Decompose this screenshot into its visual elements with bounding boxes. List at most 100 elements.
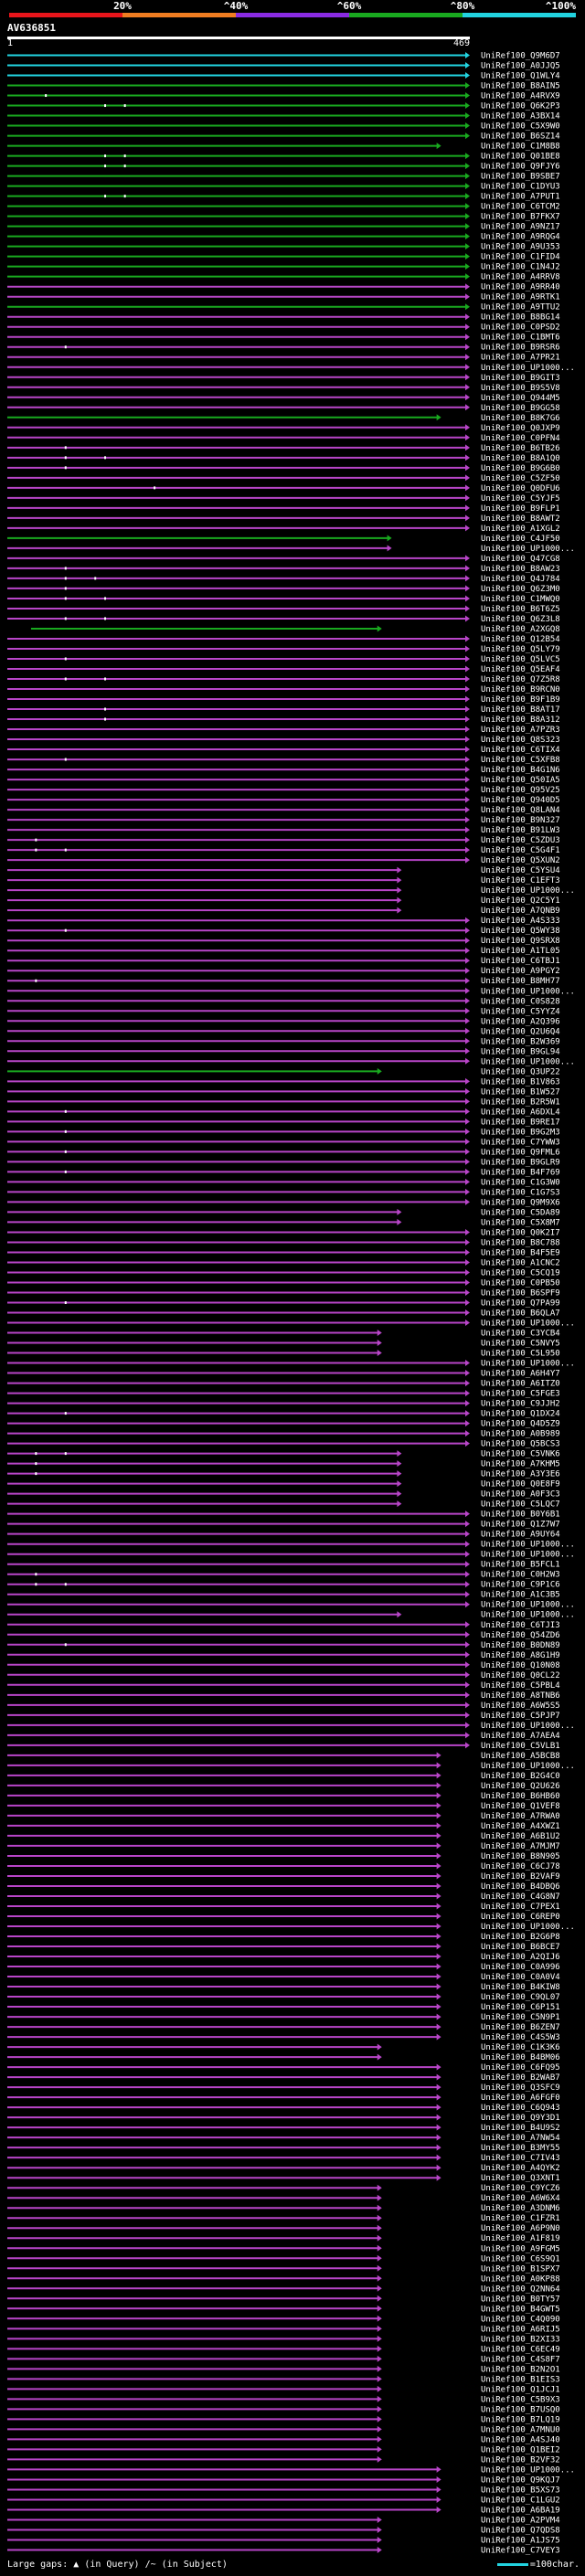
hit-id-label[interactable]: UniRef100_A3Y3E6 bbox=[481, 1470, 560, 1479]
hit-id-label[interactable]: UniRef100_C3YCB4 bbox=[481, 1330, 560, 1339]
hit-id-label[interactable]: UniRef100_B6HB60 bbox=[481, 1792, 560, 1801]
hit-id-label[interactable]: UniRef100_Q50IA5 bbox=[481, 776, 560, 785]
hit-id-label[interactable]: UniRef100_A3DNM6 bbox=[481, 2204, 560, 2213]
hit-id-label[interactable]: UniRef100_Q47CG8 bbox=[481, 555, 560, 564]
hit-id-label[interactable]: UniRef100_B9RE17 bbox=[481, 1118, 560, 1127]
hit-id-label[interactable]: UniRef100_B3MY55 bbox=[481, 2144, 560, 2153]
hit-id-label[interactable]: UniRef100_A2QIJ6 bbox=[481, 1953, 560, 1962]
hit-id-label[interactable]: UniRef100_C6Q943 bbox=[481, 2104, 560, 2113]
hit-id-label[interactable]: UniRef100_Q940D5 bbox=[481, 796, 560, 805]
hit-id-label[interactable]: UniRef100_B8BG14 bbox=[481, 313, 560, 323]
hit-id-label[interactable]: UniRef100_Q2U626 bbox=[481, 1782, 560, 1791]
hit-id-label[interactable]: UniRef100_B9GG58 bbox=[481, 404, 560, 413]
hit-id-label[interactable]: UniRef100_A3BX14 bbox=[481, 112, 560, 122]
hit-id-label[interactable]: UniRef100_A7MNU0 bbox=[481, 2425, 560, 2434]
hit-id-label[interactable]: UniRef100_C1LGU2 bbox=[481, 2496, 560, 2505]
hit-id-label[interactable]: UniRef100_Q01BE8 bbox=[481, 153, 560, 162]
hit-id-label[interactable]: UniRef100_C5FGE3 bbox=[481, 1390, 560, 1399]
hit-id-label[interactable]: UniRef100_Q5BCS3 bbox=[481, 1440, 560, 1449]
hit-id-label[interactable]: UniRef100_Q5LY79 bbox=[481, 645, 560, 654]
hit-id-label[interactable]: UniRef100_C5YSU4 bbox=[481, 866, 560, 875]
hit-id-label[interactable]: UniRef100_A7PZR3 bbox=[481, 726, 560, 735]
hit-id-label[interactable]: UniRef100_A4QYK2 bbox=[481, 2164, 560, 2173]
hit-id-label[interactable]: UniRef100_UP1000... bbox=[481, 1722, 575, 1731]
hit-id-label[interactable]: UniRef100_B0TY57 bbox=[481, 2295, 560, 2304]
hit-id-label[interactable]: UniRef100_B7USQ0 bbox=[481, 2405, 560, 2414]
hit-id-label[interactable]: UniRef100_A0B989 bbox=[481, 1430, 560, 1439]
hit-id-label[interactable]: UniRef100_C6TIX4 bbox=[481, 746, 560, 755]
hit-id-label[interactable]: UniRef100_UP1000... bbox=[481, 2465, 575, 2475]
hit-id-label[interactable]: UniRef100_B2WAB7 bbox=[481, 2073, 560, 2083]
hit-id-label[interactable]: UniRef100_Q2C5Y1 bbox=[481, 896, 560, 906]
hit-id-label[interactable]: UniRef100_A2Q396 bbox=[481, 1017, 560, 1026]
hit-id-label[interactable]: UniRef100_A7KHM5 bbox=[481, 1460, 560, 1469]
hit-id-label[interactable]: UniRef100_C0S828 bbox=[481, 997, 560, 1006]
hit-id-label[interactable]: UniRef100_C1DYU3 bbox=[481, 183, 560, 192]
hit-id-label[interactable]: UniRef100_Q0K2I7 bbox=[481, 1228, 560, 1237]
hit-id-label[interactable]: UniRef100_Q0DFU6 bbox=[481, 484, 560, 493]
hit-id-label[interactable]: UniRef100_C6CJ78 bbox=[481, 1862, 560, 1871]
hit-id-label[interactable]: UniRef100_B9G2M3 bbox=[481, 1128, 560, 1137]
hit-id-label[interactable]: UniRef100_A6W6X4 bbox=[481, 2194, 560, 2203]
hit-id-label[interactable]: UniRef100_UP1000... bbox=[481, 364, 575, 373]
hit-id-label[interactable]: UniRef100_A4SJ40 bbox=[481, 2435, 560, 2444]
hit-id-label[interactable]: UniRef100_C1FZR1 bbox=[481, 2214, 560, 2223]
hit-id-label[interactable]: UniRef100_A4RVX9 bbox=[481, 92, 560, 101]
hit-id-label[interactable]: UniRef100_UP1000... bbox=[481, 1057, 575, 1066]
hit-id-label[interactable]: UniRef100_A4RRV8 bbox=[481, 273, 560, 282]
hit-id-label[interactable]: UniRef100_UP1000... bbox=[481, 1541, 575, 1550]
hit-id-label[interactable]: UniRef100_C9P1C6 bbox=[481, 1581, 560, 1590]
hit-id-label[interactable]: UniRef100_Q2U6Q4 bbox=[481, 1027, 560, 1036]
hit-id-label[interactable]: UniRef100_UP1000... bbox=[481, 1762, 575, 1771]
hit-id-label[interactable]: UniRef100_B6ZEN7 bbox=[481, 2023, 560, 2032]
hit-id-label[interactable]: UniRef100_B4U9S2 bbox=[481, 2124, 560, 2133]
hit-id-label[interactable]: UniRef100_A9NZ17 bbox=[481, 223, 560, 232]
hit-id-label[interactable]: UniRef100_Q1Z7W7 bbox=[481, 1521, 560, 1530]
hit-id-label[interactable]: UniRef100_Q1BEI2 bbox=[481, 2445, 560, 2454]
hit-id-label[interactable]: UniRef100_C9YCZ6 bbox=[481, 2184, 560, 2193]
hit-id-label[interactable]: UniRef100_C4S8F7 bbox=[481, 2355, 560, 2364]
hit-id-label[interactable]: UniRef100_C4S5W3 bbox=[481, 2033, 560, 2042]
hit-id-label[interactable]: UniRef100_C5ZDU3 bbox=[481, 836, 560, 845]
hit-id-label[interactable]: UniRef100_B6SPF9 bbox=[481, 1288, 560, 1298]
hit-id-label[interactable]: UniRef100_C1M8B8 bbox=[481, 143, 560, 152]
hit-id-label[interactable]: UniRef100_C5CQ19 bbox=[481, 1268, 560, 1277]
hit-id-label[interactable]: UniRef100_C4Q090 bbox=[481, 2315, 560, 2324]
hit-id-label[interactable]: UniRef100_C6FQ95 bbox=[481, 2063, 560, 2072]
hit-id-label[interactable]: UniRef100_Q0JXP9 bbox=[481, 424, 560, 433]
hit-id-label[interactable]: UniRef100_Q1JCJ1 bbox=[481, 2385, 560, 2394]
hit-id-label[interactable]: UniRef100_A0JJQ5 bbox=[481, 62, 560, 71]
hit-id-label[interactable]: UniRef100_B9GLR9 bbox=[481, 1158, 560, 1167]
hit-id-label[interactable]: UniRef100_Q9SRX8 bbox=[481, 937, 560, 946]
hit-id-label[interactable]: UniRef100_Q5XUN2 bbox=[481, 856, 560, 865]
hit-id-label[interactable]: UniRef100_Q5EAF4 bbox=[481, 665, 560, 674]
hit-id-label[interactable]: UniRef100_C5VNK6 bbox=[481, 1450, 560, 1459]
hit-id-label[interactable]: UniRef100_C5YJF5 bbox=[481, 494, 560, 504]
hit-id-label[interactable]: UniRef100_B6TB26 bbox=[481, 444, 560, 453]
hit-id-label[interactable]: UniRef100_B0DN89 bbox=[481, 1641, 560, 1650]
hit-id-label[interactable]: UniRef100_UP1000... bbox=[481, 1360, 575, 1369]
hit-id-label[interactable]: UniRef100_B6QLA7 bbox=[481, 1309, 560, 1319]
hit-id-label[interactable]: UniRef100_Q8S323 bbox=[481, 736, 560, 745]
hit-id-label[interactable]: UniRef100_B8AT17 bbox=[481, 705, 560, 715]
hit-id-label[interactable]: UniRef100_B9S5V8 bbox=[481, 384, 560, 393]
hit-id-label[interactable]: UniRef100_C1BMT6 bbox=[481, 334, 560, 343]
hit-id-label[interactable]: UniRef100_Q3XNT1 bbox=[481, 2174, 560, 2183]
hit-id-label[interactable]: UniRef100_C6TBJ1 bbox=[481, 957, 560, 966]
hit-id-label[interactable]: UniRef100_B8AIN5 bbox=[481, 82, 560, 91]
hit-id-label[interactable]: UniRef100_B9FLP1 bbox=[481, 504, 560, 514]
hit-id-label[interactable]: UniRef100_A1JS75 bbox=[481, 2536, 560, 2545]
hit-id-label[interactable]: UniRef100_Q0CL22 bbox=[481, 1671, 560, 1680]
hit-id-label[interactable]: UniRef100_C6EC49 bbox=[481, 2345, 560, 2354]
hit-id-label[interactable]: UniRef100_Q3SFC9 bbox=[481, 2083, 560, 2093]
hit-id-label[interactable]: UniRef100_B9SBE7 bbox=[481, 173, 560, 182]
hit-id-label[interactable]: UniRef100_A8TNB6 bbox=[481, 1691, 560, 1701]
hit-id-label[interactable]: UniRef100_B6T6Z5 bbox=[481, 605, 560, 614]
hit-id-label[interactable]: UniRef100_A9TTU2 bbox=[481, 303, 560, 313]
hit-id-label[interactable]: UniRef100_Q10N08 bbox=[481, 1661, 560, 1670]
hit-id-label[interactable]: UniRef100_B0Y6B1 bbox=[481, 1511, 560, 1520]
hit-id-label[interactable]: UniRef100_B9GL94 bbox=[481, 1047, 560, 1056]
hit-id-label[interactable]: UniRef100_C6S9Q1 bbox=[481, 2254, 560, 2263]
hit-id-label[interactable]: UniRef100_C9QL07 bbox=[481, 1993, 560, 2002]
hit-id-label[interactable]: UniRef100_Q8LAN4 bbox=[481, 806, 560, 815]
